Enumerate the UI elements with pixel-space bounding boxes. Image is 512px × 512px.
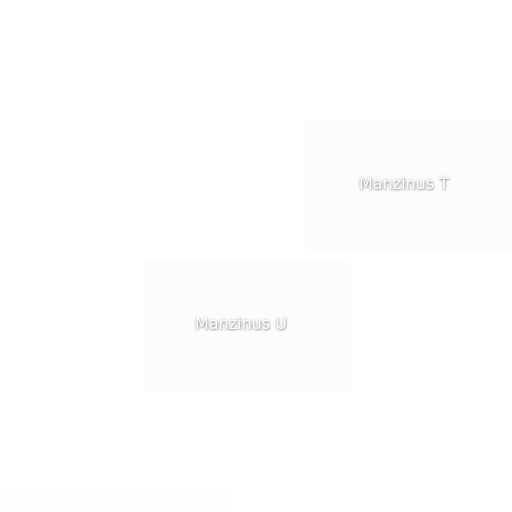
tile-manzinus-u[interactable]: Manzinus U <box>144 258 351 392</box>
tile-partial-bottom[interactable] <box>0 488 230 512</box>
tile-manzinus-t[interactable]: Manzinus T <box>305 120 512 254</box>
tile-label: Manzinus T <box>359 174 450 193</box>
tile-label: Manzinus U <box>195 314 288 333</box>
